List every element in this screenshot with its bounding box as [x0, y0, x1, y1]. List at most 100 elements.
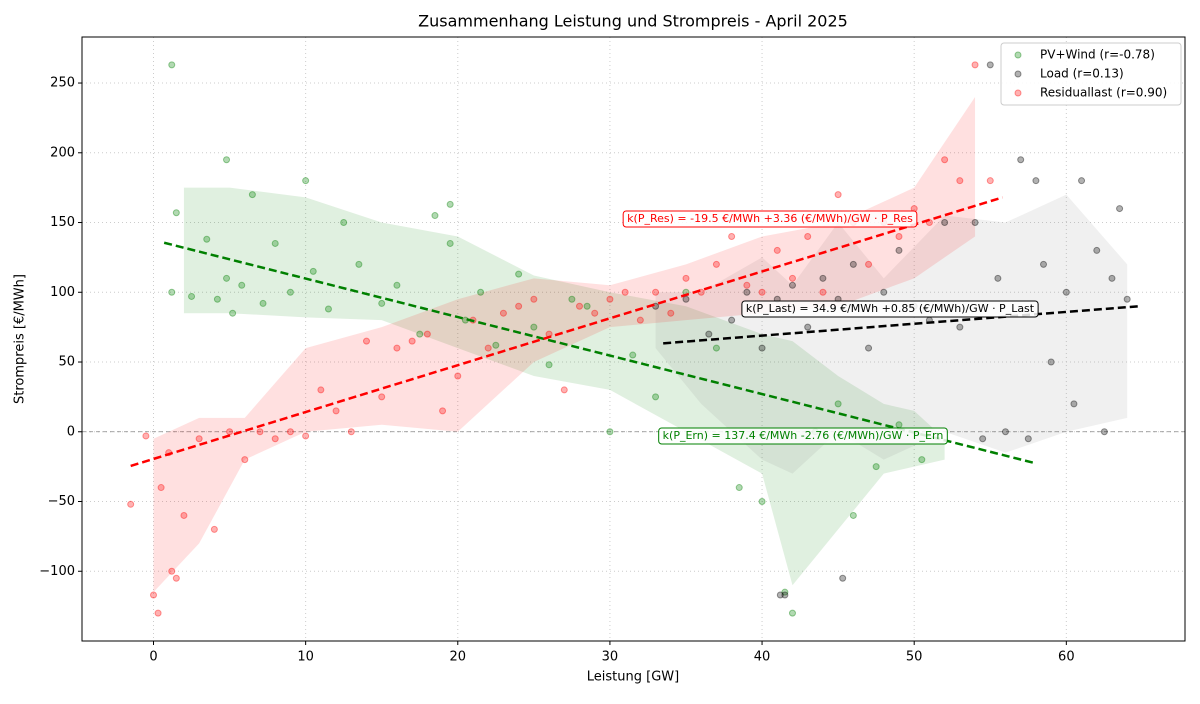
point — [712, 344, 720, 352]
y-tick-label: −50 — [48, 494, 75, 509]
point — [895, 232, 903, 240]
point — [788, 274, 796, 282]
y-tick-label: 100 — [50, 285, 75, 300]
point — [1047, 358, 1055, 366]
point — [332, 407, 340, 415]
point — [515, 270, 523, 278]
point — [583, 302, 591, 310]
fit-line — [163, 241, 1034, 464]
point — [1093, 246, 1101, 254]
point — [180, 511, 188, 519]
point — [157, 484, 165, 492]
x-tick-label: 0 — [149, 650, 157, 665]
fit-line — [663, 304, 1140, 345]
point — [568, 295, 576, 303]
point — [378, 299, 386, 307]
point — [652, 393, 660, 401]
annotation-box — [622, 210, 918, 228]
point — [154, 609, 162, 617]
point — [1001, 428, 1009, 436]
point — [1078, 177, 1086, 185]
point — [971, 61, 979, 69]
annotation-box — [741, 300, 1039, 318]
legend-marker — [1014, 51, 1022, 59]
point — [705, 330, 713, 338]
point — [127, 500, 135, 508]
point — [1040, 260, 1048, 268]
point — [994, 274, 1002, 282]
band — [183, 187, 945, 586]
y-tick-label: 50 — [58, 355, 75, 370]
point — [229, 309, 237, 317]
point — [971, 219, 979, 227]
point — [142, 432, 150, 440]
legend-label: PV+Wind (r=-0.78) — [1040, 48, 1155, 62]
point — [956, 323, 964, 331]
point — [712, 260, 720, 268]
point — [446, 239, 454, 247]
point — [606, 295, 614, 303]
x-tick-label: 10 — [297, 650, 314, 665]
point — [743, 288, 751, 296]
point — [210, 525, 218, 533]
point — [545, 361, 553, 369]
point — [324, 305, 332, 313]
point — [454, 372, 462, 380]
point — [941, 156, 949, 164]
point — [168, 288, 176, 296]
x-tick-label: 20 — [450, 650, 467, 665]
point — [203, 235, 211, 243]
point — [872, 463, 880, 471]
point — [1070, 400, 1078, 408]
point — [309, 267, 317, 275]
point — [758, 498, 766, 506]
point — [834, 400, 842, 408]
point — [172, 209, 180, 217]
point — [238, 281, 246, 289]
point — [530, 295, 538, 303]
point — [347, 428, 355, 436]
annotation-box — [658, 427, 948, 445]
point — [895, 421, 903, 429]
point — [575, 302, 583, 310]
point — [788, 609, 796, 617]
y-tick-label: 250 — [50, 76, 75, 91]
x-axis-label: Leistung [GW] — [587, 670, 679, 685]
point — [895, 246, 903, 254]
point — [819, 288, 827, 296]
legend-box — [1000, 42, 1182, 106]
point — [758, 288, 766, 296]
point — [188, 292, 196, 300]
point — [248, 191, 256, 199]
y-tick-label: 150 — [50, 215, 75, 230]
point — [416, 330, 424, 338]
point — [362, 337, 370, 345]
point — [271, 435, 279, 443]
point — [431, 212, 439, 220]
point — [956, 177, 964, 185]
point — [241, 456, 249, 464]
legend-label: Load (r=0.13) — [1040, 67, 1124, 81]
plot-area — [127, 61, 1140, 617]
point — [223, 274, 231, 282]
point — [776, 591, 784, 599]
point — [168, 567, 176, 575]
annotation: k(P_Res) = -19.5 €/MWh +3.36 (€/MWh)/GW … — [627, 212, 913, 225]
point — [629, 351, 637, 359]
y-tick-label: 200 — [50, 145, 75, 160]
point — [1062, 288, 1070, 296]
point — [865, 260, 873, 268]
point — [781, 588, 789, 596]
point — [1017, 156, 1025, 164]
point — [591, 309, 599, 317]
point — [302, 177, 310, 185]
point — [819, 274, 827, 282]
point — [408, 337, 416, 345]
point — [773, 246, 781, 254]
point — [1032, 177, 1040, 185]
point — [271, 239, 279, 247]
x-tick-label: 50 — [906, 650, 923, 665]
point — [172, 574, 180, 582]
point — [735, 484, 743, 492]
